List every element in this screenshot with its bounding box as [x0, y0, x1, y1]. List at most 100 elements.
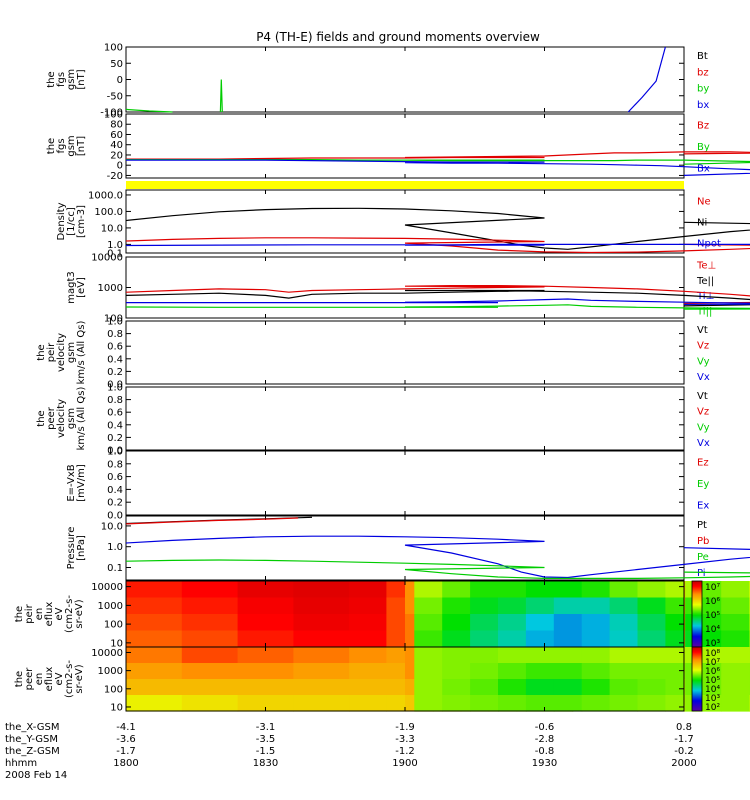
- y-axis-label-line: the: [14, 671, 25, 687]
- heatmap-cell: [637, 647, 666, 664]
- footer-row-label: the_Z-GSM: [5, 746, 60, 757]
- y-tick-label: 1000: [98, 601, 123, 612]
- heatmap-cell: [414, 597, 443, 615]
- heatmap-cell: [470, 679, 499, 696]
- heatmap-cell: [525, 663, 555, 680]
- y-tick-label: 0.8: [107, 395, 123, 406]
- series-Ti||: [125, 304, 750, 310]
- y-tick-label: 10000: [91, 253, 123, 264]
- legend-Vx: Vx: [697, 372, 710, 383]
- flag-bar: [126, 181, 684, 189]
- series-Bz: [126, 151, 750, 160]
- heatmap-cell: [126, 597, 183, 615]
- heatmap-cell: [442, 647, 471, 664]
- series-by: [219, 79, 223, 113]
- y-tick-label: 0: [117, 75, 123, 86]
- panel-8: 10.0 1.0 0.1 Pressure [nPa] Pt Pb Pe Pi: [66, 515, 750, 581]
- colorbar-tick-label: 10⁵: [705, 611, 720, 621]
- heatmap-cell: [349, 647, 387, 664]
- heatmap-cell: [525, 695, 555, 712]
- heatmap-cell: [126, 581, 183, 599]
- y-tick-label: 0.4: [107, 485, 123, 496]
- heatmap-cell: [237, 695, 294, 712]
- legend-Pi: Pi: [697, 568, 706, 579]
- legend-Pt: Pt: [697, 520, 707, 531]
- heatmap-cell: [181, 679, 239, 696]
- heatmap-cell: [553, 663, 583, 680]
- legend-Vt: Vt: [697, 325, 708, 336]
- heatmap-cell: [609, 647, 639, 664]
- heatmap-cell: [498, 614, 527, 632]
- y-tick-label: 10000: [91, 648, 123, 659]
- panel-10: 10000 1000 100 10 the peer en eflux eV (cm2-s-sr-…: [14, 646, 750, 713]
- heatmap-cell: [721, 614, 750, 632]
- heatmap-cell: [665, 597, 694, 615]
- y-axis-label-line: the: [14, 606, 25, 622]
- legend-Bx: Bx: [697, 163, 710, 174]
- heatmap-cell: [665, 630, 694, 648]
- legend-Ey: Ey: [697, 479, 709, 490]
- legend-By: By: [697, 142, 710, 153]
- heatmap-cell: [414, 663, 443, 680]
- heatmap-cell: [553, 614, 583, 632]
- y-axis-label-line: sr-eV): [74, 664, 85, 693]
- panel-9: 10000 1000 100 10 the peir en eflux eV (cm2-s-sr-…: [14, 580, 750, 649]
- heatmap-cell: [470, 581, 499, 599]
- footer-value: -1.7: [116, 746, 136, 757]
- heatmap-cell: [637, 630, 666, 648]
- y-axis-label-line: peer: [46, 406, 57, 430]
- footer-row-label: 2008 Feb 14: [5, 770, 67, 781]
- heatmap-cell: [721, 679, 750, 696]
- heatmap-cell: [293, 597, 350, 615]
- heatmap-cell: [181, 581, 239, 599]
- heatmap-cell: [498, 663, 527, 680]
- colorbar: [691, 646, 703, 712]
- legend-Te⊥: Te⊥: [696, 261, 716, 272]
- y-tick-label: 100: [104, 43, 123, 54]
- heatmap-cell: [293, 614, 350, 632]
- series-By: [126, 159, 750, 165]
- colorbar-tick-label: 10³: [705, 639, 720, 649]
- footer-value: -1.2: [395, 746, 415, 757]
- heatmap-cell: [414, 695, 443, 712]
- y-axis-label-line: gsm: [66, 135, 77, 156]
- heatmap-cell: [386, 695, 406, 712]
- panel-3: 1000.0 100.0 10.0 1.00.1 Density [1/cc] [cm-3]…: [56, 189, 750, 260]
- legend-bx: bx: [697, 100, 709, 111]
- y-tick-label: 0.2: [107, 433, 123, 444]
- heatmap-cell: [665, 614, 694, 632]
- heatmap-cell: [126, 614, 183, 632]
- footer-row-label: hhmm: [5, 758, 37, 769]
- heatmap-cell: [470, 597, 499, 615]
- heatmap-cell: [237, 614, 294, 632]
- footer-value: -3.3: [395, 734, 415, 745]
- heatmap-cell: [349, 597, 387, 615]
- heatmap-cell: [665, 695, 694, 712]
- heatmap-cell: [126, 630, 183, 648]
- x-tick-label: 1800: [113, 758, 138, 769]
- heatmap-cell: [721, 695, 750, 712]
- heatmap-cell: [553, 679, 583, 696]
- plot-title: P4 (TH-E) fields and ground moments over…: [256, 30, 540, 44]
- footer-value: -1.7: [674, 734, 694, 745]
- footer-value: 0.8: [676, 722, 692, 733]
- footer-value: -1.9: [395, 722, 415, 733]
- y-axis-label-line: [nPa]: [76, 535, 87, 561]
- heatmap-cell: [684, 679, 686, 696]
- y-axis-label-line: eV: [54, 607, 65, 620]
- y-tick-label: 100: [104, 110, 123, 121]
- heatmap-cell: [181, 630, 239, 648]
- y-axis-label-line: gsm: [66, 69, 77, 90]
- heatmap-cell: [386, 597, 406, 615]
- legend-Vt: Vt: [697, 391, 708, 402]
- heatmap-cell: [498, 647, 527, 664]
- y-axis-label-line: (cm2-s-: [64, 660, 75, 698]
- y-tick-label: 0.2: [107, 367, 123, 378]
- heatmap-cell: [525, 614, 555, 632]
- heatmap-cell: [637, 614, 666, 632]
- heatmap-cell: [349, 581, 387, 599]
- x-tick-label: 1900: [392, 758, 417, 769]
- heatmap-cell: [498, 679, 527, 696]
- heatmap-cell: [581, 630, 611, 648]
